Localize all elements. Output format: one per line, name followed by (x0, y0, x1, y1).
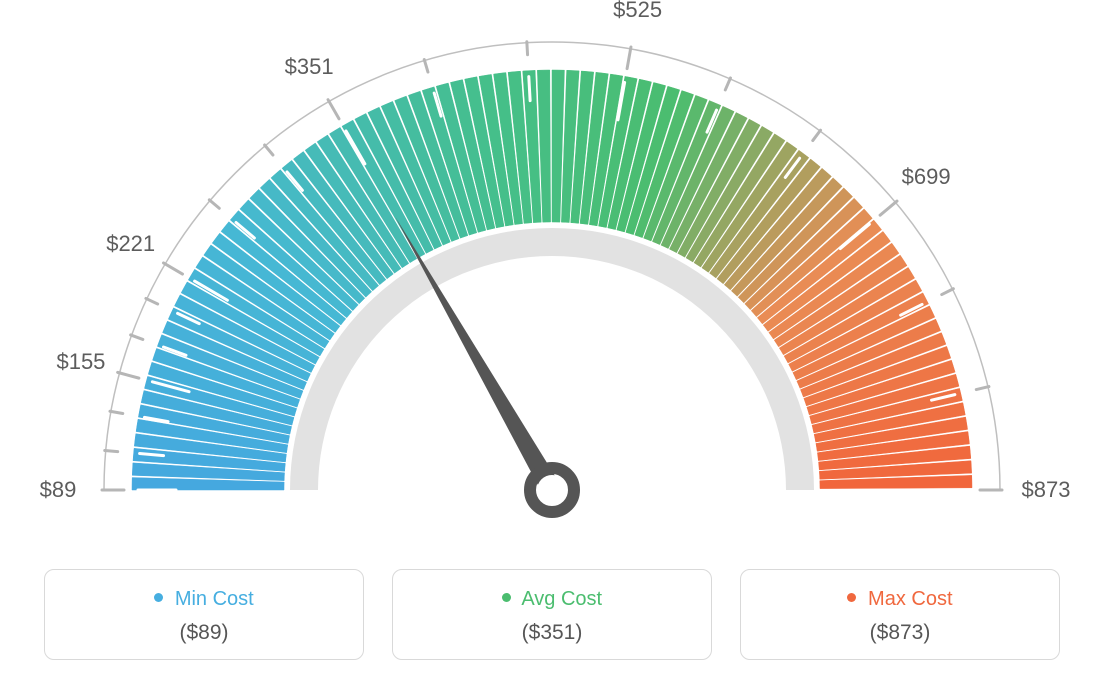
legend-label-min: Min Cost (175, 588, 254, 610)
legend-card-min: Min Cost ($89) (44, 569, 364, 660)
legend-dot-min (154, 593, 163, 602)
gauge-svg (0, 0, 1104, 540)
gauge-tick-label: $873 (1022, 477, 1071, 503)
legend-dot-avg (502, 593, 511, 602)
gauge-tick-label: $89 (40, 477, 77, 503)
legend-label-avg: Avg Cost (521, 588, 602, 610)
gauge-tick-label: $155 (56, 349, 105, 375)
legend-card-max: Max Cost ($873) (740, 569, 1060, 660)
gauge-tick-label: $525 (613, 0, 662, 23)
cost-gauge-chart: $89 $155 $221 $351 $525 $699 $873 Min Cost ($8… (0, 0, 1104, 690)
legend-value-avg: ($351) (403, 621, 701, 645)
legend-value-max: ($873) (751, 621, 1049, 645)
gauge-tick-label: $221 (106, 231, 155, 257)
legend-label-max: Max Cost (868, 588, 952, 610)
legend-title-max: Max Cost (751, 588, 1049, 611)
legend-card-avg: Avg Cost ($351) (392, 569, 712, 660)
legend-value-min: ($89) (55, 621, 353, 645)
gauge-tick-label: $699 (902, 164, 951, 190)
gauge-tick-label: $351 (285, 54, 334, 80)
legend-title-min: Min Cost (55, 588, 353, 611)
legend-title-avg: Avg Cost (403, 588, 701, 611)
gauge-area: $89 $155 $221 $351 $525 $699 $873 (0, 0, 1104, 540)
legend-dot-max (847, 593, 856, 602)
legend-row: Min Cost ($89) Avg Cost ($351) Max Cost … (0, 569, 1104, 660)
